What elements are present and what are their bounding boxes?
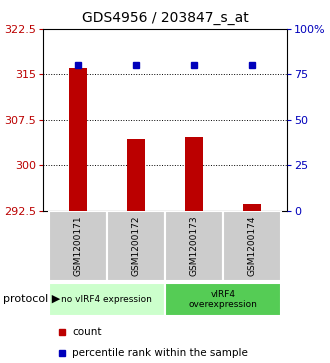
Bar — [185, 137, 203, 211]
Text: count: count — [72, 327, 102, 337]
Text: no vIRF4 expression: no vIRF4 expression — [61, 295, 152, 304]
Text: protocol ▶: protocol ▶ — [3, 294, 60, 305]
Bar — [69, 68, 86, 211]
Bar — [244, 204, 261, 211]
Bar — [165, 283, 281, 316]
Text: vIRF4
overexpression: vIRF4 overexpression — [189, 290, 258, 309]
Bar — [107, 211, 165, 281]
Text: GSM1200174: GSM1200174 — [248, 216, 257, 276]
Title: GDS4956 / 203847_s_at: GDS4956 / 203847_s_at — [82, 11, 248, 25]
Text: GSM1200173: GSM1200173 — [189, 216, 199, 276]
Bar — [49, 283, 165, 316]
Text: GSM1200172: GSM1200172 — [131, 216, 141, 276]
Text: percentile rank within the sample: percentile rank within the sample — [72, 347, 248, 358]
Bar — [127, 139, 145, 211]
Bar — [223, 211, 281, 281]
Text: GSM1200171: GSM1200171 — [73, 216, 82, 276]
Bar — [49, 211, 107, 281]
Bar — [165, 211, 223, 281]
